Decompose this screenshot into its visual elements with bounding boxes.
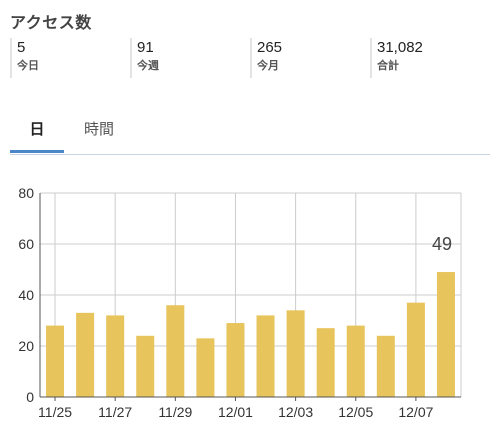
x-tick-label: 11/27: [98, 404, 132, 420]
bar-12/05: [346, 325, 365, 397]
bar-11/29: [166, 305, 185, 397]
access-bar-chart: 0 20 40 60 80 11/25 11/27 11/29 12/01 12/03 12/05 1…: [18, 185, 462, 420]
stat-total-value: 31,082: [377, 39, 423, 56]
stat-today-label: 今日: [17, 59, 39, 72]
bar-11/30: [196, 338, 215, 397]
page-title: アクセス数: [10, 13, 92, 32]
bar-12/06: [376, 335, 395, 397]
x-tick-label: 12/07: [398, 404, 433, 420]
bar-11/27: [106, 315, 125, 397]
bar-12/07: [406, 302, 425, 397]
chart-axes: [39, 193, 461, 401]
stats-summary: 5 今日 91 今週 265 今月 31,082 合計: [10, 38, 500, 80]
x-tick-label: 12/05: [338, 404, 373, 420]
data-label-12/08: 49: [432, 234, 452, 254]
x-tick-label: 11/25: [38, 404, 72, 420]
stat-total-label: 合計: [377, 59, 399, 72]
y-tick-label: 60: [18, 236, 34, 252]
stat-week: 91 今週: [130, 38, 159, 78]
chart-labels: 0 20 40 60 80 11/25 11/27 11/29 12/01 12/03 12/05 1…: [18, 185, 452, 420]
bar-12/04: [316, 328, 335, 397]
bar-12/02: [256, 315, 275, 397]
bar-12/01: [226, 323, 245, 397]
bar-12/08: [436, 272, 455, 397]
bar-11/26: [76, 312, 95, 397]
x-tick-label: 12/01: [218, 404, 253, 420]
stat-week-label: 今週: [137, 59, 159, 72]
period-tabs: 日 時間: [10, 110, 490, 155]
tab-day[interactable]: 日: [10, 110, 64, 153]
stat-month: 265 今月: [250, 38, 282, 78]
stat-total: 31,082 合計: [370, 38, 423, 78]
chart-bars: [46, 272, 455, 397]
y-tick-label: 20: [18, 338, 34, 354]
y-tick-label: 0: [26, 389, 34, 405]
tab-hour[interactable]: 時間: [83, 120, 114, 138]
stat-week-value: 91: [137, 39, 154, 56]
x-tick-label: 12/03: [278, 404, 313, 420]
y-tick-label: 40: [18, 287, 34, 303]
y-tick-label: 80: [18, 185, 34, 201]
stat-month-value: 265: [257, 39, 283, 56]
stat-today-value: 5: [17, 39, 26, 56]
bar-12/03: [286, 310, 305, 397]
bar-11/28: [136, 335, 155, 397]
x-tick-label: 11/29: [158, 404, 192, 420]
stat-month-label: 今月: [257, 59, 279, 72]
chart-grid: [40, 192, 462, 397]
stat-today: 5 今日: [10, 38, 39, 78]
bar-11/25: [46, 325, 65, 397]
